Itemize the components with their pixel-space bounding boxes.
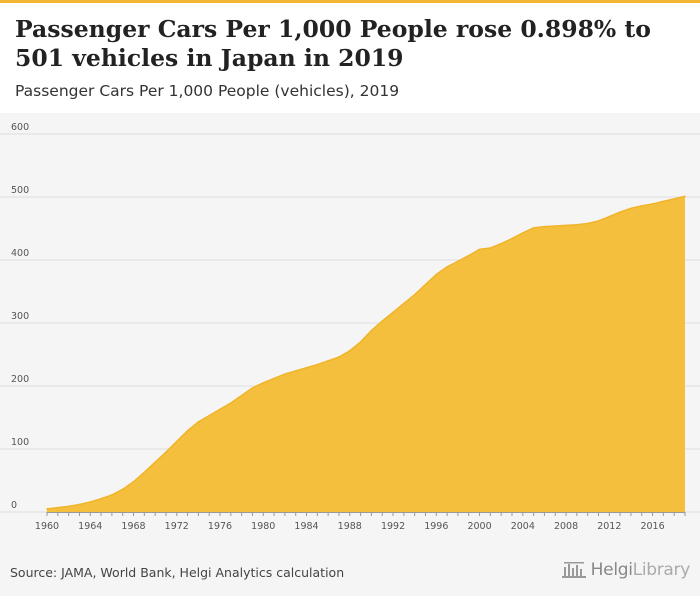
x-tick-label: 1968 [121, 521, 145, 532]
data-point-2004[interactable] [522, 232, 524, 234]
x-tick-label: 1976 [208, 521, 232, 532]
x-tick-label: 1960 [35, 521, 59, 532]
data-point-1965[interactable] [100, 497, 102, 500]
data-point-1966[interactable] [111, 494, 113, 496]
data-point-1987[interactable] [338, 356, 340, 358]
data-point-1960[interactable] [46, 508, 48, 510]
y-tick-label: 100 [11, 437, 29, 448]
data-point-1998[interactable] [457, 260, 459, 263]
data-point-1995[interactable] [424, 283, 427, 286]
data-point-2019[interactable] [684, 195, 686, 198]
data-point-1991[interactable] [381, 320, 384, 322]
data-point-2015[interactable] [640, 205, 643, 207]
data-point-1990[interactable] [370, 329, 373, 332]
x-tick-label: 1988 [338, 521, 362, 532]
y-tick-label: 500 [11, 185, 29, 196]
x-tick-label: 2012 [597, 521, 621, 532]
data-point-1978[interactable] [240, 394, 243, 397]
data-point-1968[interactable] [132, 480, 135, 483]
data-point-1989[interactable] [359, 341, 362, 343]
helgi-library-logo[interactable]: HelgiLibrary [561, 560, 690, 580]
data-point-1974[interactable] [197, 421, 200, 423]
accent-bar [0, 0, 700, 3]
chart-header: Passenger Cars Per 1,000 People rose 0.8… [0, 3, 700, 113]
data-point-2002[interactable] [500, 242, 502, 245]
data-point-1994[interactable] [413, 293, 416, 296]
data-point-1996[interactable] [435, 273, 438, 276]
data-point-1976[interactable] [219, 408, 221, 411]
data-point-2017[interactable] [662, 200, 665, 203]
data-point-1973[interactable] [186, 429, 189, 432]
data-point-1975[interactable] [208, 414, 210, 417]
x-tick-label: 2004 [511, 521, 535, 532]
data-point-1967[interactable] [121, 488, 124, 491]
y-tick-label: 300 [11, 311, 29, 322]
data-point-2014[interactable] [630, 207, 632, 210]
data-point-1992[interactable] [392, 311, 394, 314]
data-point-1964[interactable] [89, 501, 92, 503]
data-point-2006[interactable] [543, 225, 546, 228]
x-tick-label: 1964 [78, 521, 102, 532]
data-point-1982[interactable] [284, 373, 286, 375]
data-point-1981[interactable] [273, 377, 275, 380]
chart-subtitle: Passenger Cars Per 1,000 People (vehicle… [15, 82, 400, 100]
y-tick-label: 600 [11, 122, 29, 133]
data-point-1977[interactable] [230, 402, 232, 404]
data-point-2003[interactable] [511, 237, 513, 240]
x-tick-label: 1992 [381, 521, 405, 532]
y-tick-label: 400 [11, 248, 29, 259]
data-point-1985[interactable] [316, 363, 319, 366]
x-tick-label: 2016 [640, 521, 664, 532]
data-point-1979[interactable] [251, 387, 254, 389]
data-point-2000[interactable] [478, 248, 481, 251]
source-note: Source: JAMA, World Bank, Helgi Analytic… [10, 565, 345, 580]
data-point-1986[interactable] [327, 360, 329, 362]
data-point-2016[interactable] [651, 203, 654, 205]
data-point-1988[interactable] [348, 349, 351, 352]
x-tick-label: 1980 [251, 521, 275, 532]
x-tick-label: 2000 [467, 521, 491, 532]
data-point-2007[interactable] [554, 225, 557, 227]
x-tick-label: 1984 [294, 521, 318, 532]
x-tick-label: 1996 [424, 521, 448, 532]
chart-footer: Source: JAMA, World Bank, Helgi Analytic… [0, 543, 700, 596]
data-point-2010[interactable] [586, 222, 589, 225]
data-point-1980[interactable] [262, 382, 265, 384]
y-tick-label: 200 [11, 374, 29, 385]
data-point-2001[interactable] [489, 247, 492, 249]
data-point-1961[interactable] [57, 506, 59, 509]
data-point-2005[interactable] [532, 227, 535, 229]
x-tick-label: 1972 [165, 521, 189, 532]
data-point-1963[interactable] [78, 503, 81, 506]
data-point-2008[interactable] [565, 224, 567, 227]
data-point-1997[interactable] [446, 266, 448, 268]
data-point-2011[interactable] [597, 220, 600, 222]
logo-suffix: Library [632, 560, 691, 580]
data-point-1984[interactable] [305, 366, 308, 369]
data-point-1971[interactable] [165, 451, 167, 453]
area-series-line-0 [46, 195, 686, 510]
data-point-1999[interactable] [467, 254, 470, 257]
area-series-0 [47, 196, 685, 512]
data-point-2013[interactable] [619, 211, 621, 213]
data-point-2009[interactable] [576, 223, 578, 226]
y-tick-label: 0 [11, 500, 17, 511]
library-building-icon [561, 562, 586, 578]
data-point-2018[interactable] [673, 198, 675, 200]
data-point-1972[interactable] [175, 440, 178, 443]
logo-main: Helgi [590, 560, 633, 580]
x-tick-label: 2008 [554, 521, 578, 532]
data-point-1969[interactable] [143, 471, 146, 474]
data-point-1970[interactable] [154, 461, 156, 464]
data-point-1993[interactable] [403, 302, 405, 305]
data-point-1962[interactable] [67, 505, 70, 508]
logo-text: HelgiLibrary [590, 560, 691, 580]
data-point-1983[interactable] [294, 370, 297, 372]
data-point-2012[interactable] [608, 215, 611, 218]
chart-title: Passenger Cars Per 1,000 People rose 0.8… [15, 15, 651, 72]
